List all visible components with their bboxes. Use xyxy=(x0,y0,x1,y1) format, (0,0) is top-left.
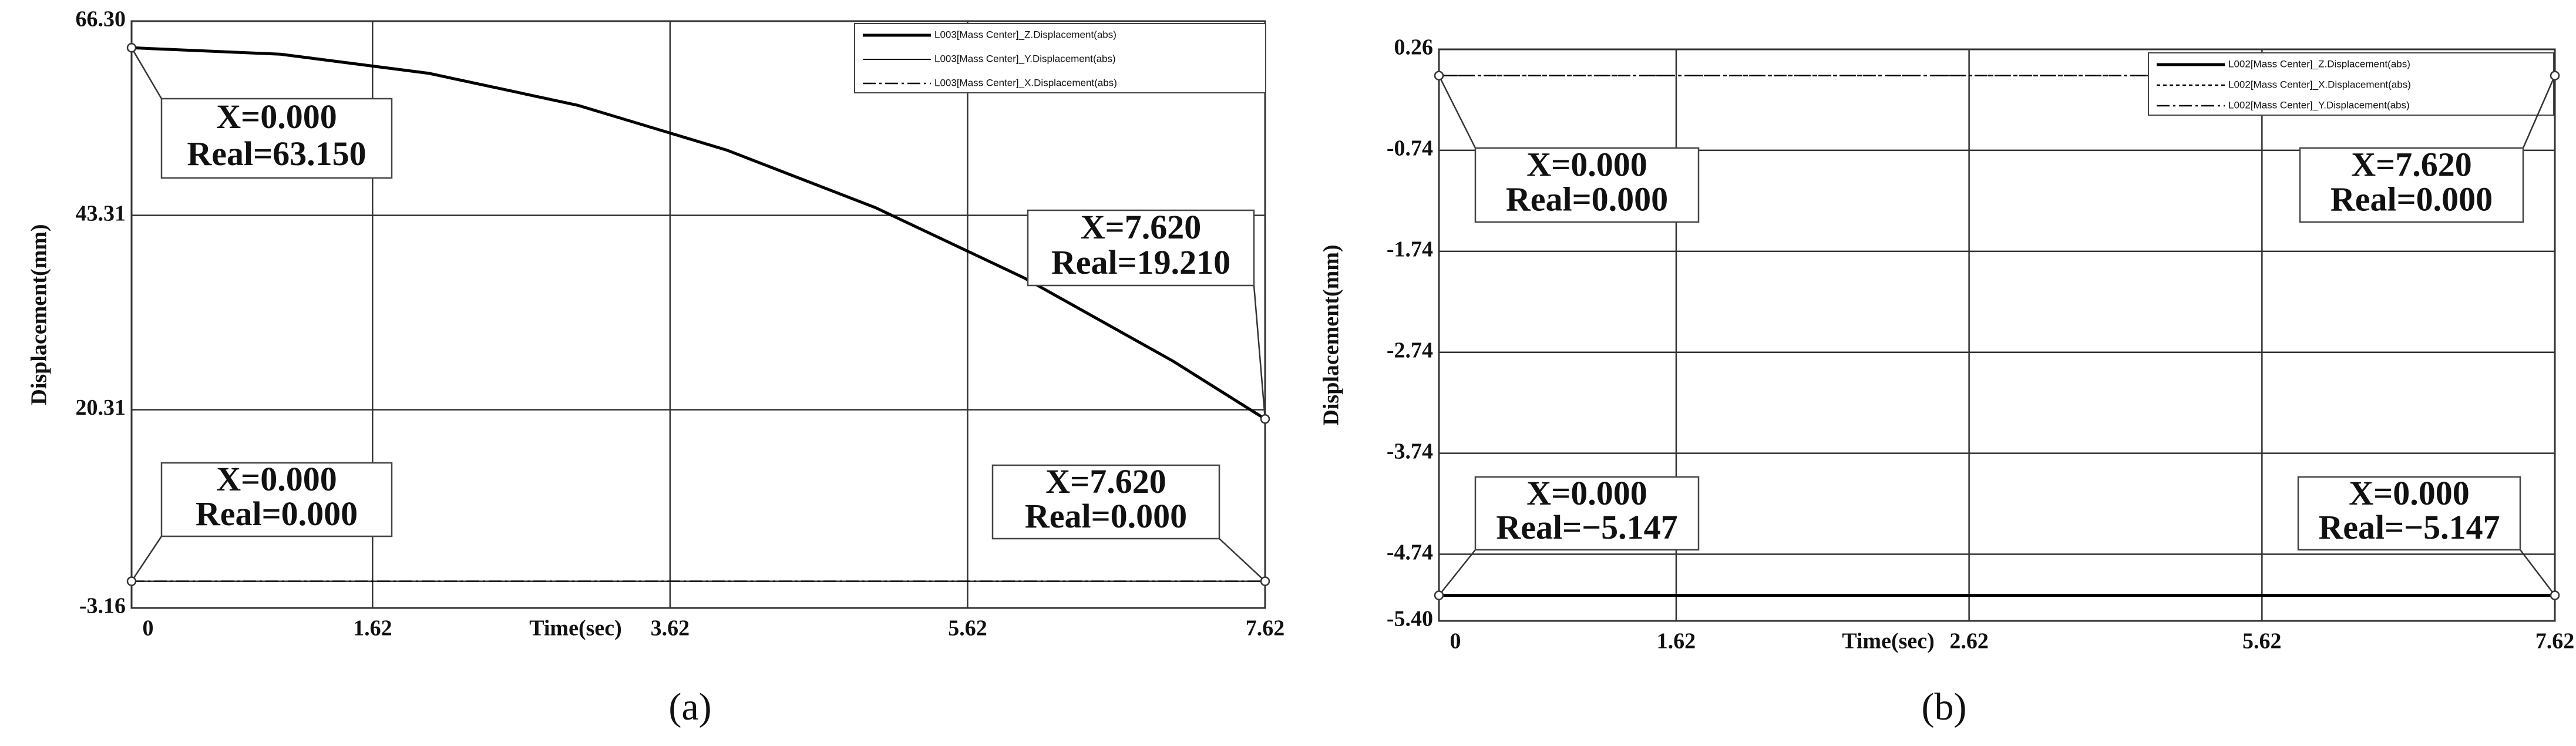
annotation-text: X=0.000 xyxy=(216,460,337,498)
annotation-text: Real=0.000 xyxy=(2330,180,2493,219)
y-tick-label: -2.74 xyxy=(1387,338,1433,362)
x-tick-label: 1.62 xyxy=(353,616,392,641)
leader-line xyxy=(1438,75,1477,149)
annotation-text: Real=0.000 xyxy=(1506,180,1668,219)
annotation-box xyxy=(160,462,393,537)
y-tick-label: 0.26 xyxy=(1394,35,1434,60)
y-tick-label: -5.40 xyxy=(1387,607,1433,631)
annotation-text: X=7.620 xyxy=(1045,462,1166,500)
y-axis-label: Displacement(mm) xyxy=(27,224,52,405)
legend-label: L003[Mass Center]_Y.Displacement(abs) xyxy=(934,53,1116,64)
y-tick-label: -1.74 xyxy=(1387,237,1433,262)
annotation-text: X=0.000 xyxy=(216,98,337,136)
annotation-box xyxy=(1474,476,1700,551)
annotation-box xyxy=(2297,476,2521,551)
x-tick-label: 5.62 xyxy=(948,616,987,641)
x-tick-label: 2.62 xyxy=(1949,629,1989,654)
annotation-text: Real=−5.147 xyxy=(1496,508,1677,546)
chart: 0.26 -0.74 -1.74 -2.74 -3.74 -4.74 -5.40 0 1.62 2… xyxy=(1319,35,2575,728)
leader-line xyxy=(1438,549,1476,596)
anchor-point xyxy=(1260,414,1270,424)
legend-label: L002[Mass Center]_X.Displacement(abs) xyxy=(2228,79,2411,90)
leader-line xyxy=(1253,285,1266,419)
y-tick-label: -0.74 xyxy=(1387,136,1433,161)
annotation-box xyxy=(1027,209,1255,287)
annotation-text: Real=−5.147 xyxy=(2318,508,2500,546)
chart: 66.30 43.31 20.31 -3.16 0 1.62 3.62 5.62 7.62 Tim… xyxy=(27,7,1285,728)
caption: (b) xyxy=(1922,685,1967,728)
legend-label: L002[Mass Center]_Y.Displacement(abs) xyxy=(2228,99,2410,110)
annotation-box xyxy=(991,464,1220,540)
x-tick-label: 1.62 xyxy=(1657,629,1696,654)
legend-label: L003[Mass Center]_Z.Displacement(abs) xyxy=(934,29,1117,40)
y-tick-label: -3.74 xyxy=(1387,439,1433,463)
x-tick-label: 5.62 xyxy=(2242,629,2282,654)
anchor-point xyxy=(126,576,137,586)
y-axis-label: Displacement(mm) xyxy=(1319,244,1344,425)
annotation-text: Real=63.150 xyxy=(187,135,366,173)
legend-label: L002[Mass Center]_Z.Displacement(abs) xyxy=(2228,58,2410,69)
anchor-point xyxy=(1434,70,1444,80)
y-tick-label: 66.30 xyxy=(76,7,126,32)
y-tick-label: -3.16 xyxy=(79,594,126,619)
anchor-point xyxy=(126,43,137,53)
y-tick-label: -4.74 xyxy=(1387,540,1433,564)
x-tick-label: 7.62 xyxy=(2535,629,2575,654)
y-tick-label: 20.31 xyxy=(76,395,126,420)
annotation-text: X=0.000 xyxy=(1526,145,1647,183)
annotation-text: Real=0.000 xyxy=(196,495,358,533)
series-line xyxy=(131,46,1266,421)
x-tick-label: 0 xyxy=(143,616,154,641)
annotation-box xyxy=(2299,147,2524,223)
x-axis-label: Time(sec) xyxy=(529,616,622,641)
annotation-text: X=7.620 xyxy=(2351,145,2471,183)
y-tick-label: 43.31 xyxy=(76,201,126,226)
anchor-point xyxy=(2550,590,2560,600)
annotation-box xyxy=(1474,147,1700,223)
annotation-text: Real=19.210 xyxy=(1051,243,1230,281)
x-tick-label: 7.62 xyxy=(1246,616,1285,641)
leader-line xyxy=(130,47,163,99)
anchor-point xyxy=(2550,70,2560,80)
caption: (a) xyxy=(668,685,711,728)
leader-line xyxy=(2522,75,2556,149)
annotation-text: Real=0.000 xyxy=(1025,497,1187,535)
annotation-text: X=0.000 xyxy=(2349,474,2469,512)
leader-line xyxy=(1219,538,1266,582)
leader-line xyxy=(2520,549,2555,596)
anchor-point xyxy=(1260,576,1270,586)
leader-line xyxy=(130,536,163,582)
x-tick-label: 0 xyxy=(1450,629,1461,654)
annotation-text: X=0.000 xyxy=(1526,474,1647,512)
anchor-point xyxy=(1434,590,1444,600)
annotation-box xyxy=(160,98,393,179)
legend-label: L003[Mass Center]_X.Displacement(abs) xyxy=(934,77,1117,88)
x-axis-label: Time(sec) xyxy=(1842,629,1935,654)
x-tick-label: 3.62 xyxy=(651,616,690,641)
annotation-text: X=7.620 xyxy=(1081,208,1201,246)
